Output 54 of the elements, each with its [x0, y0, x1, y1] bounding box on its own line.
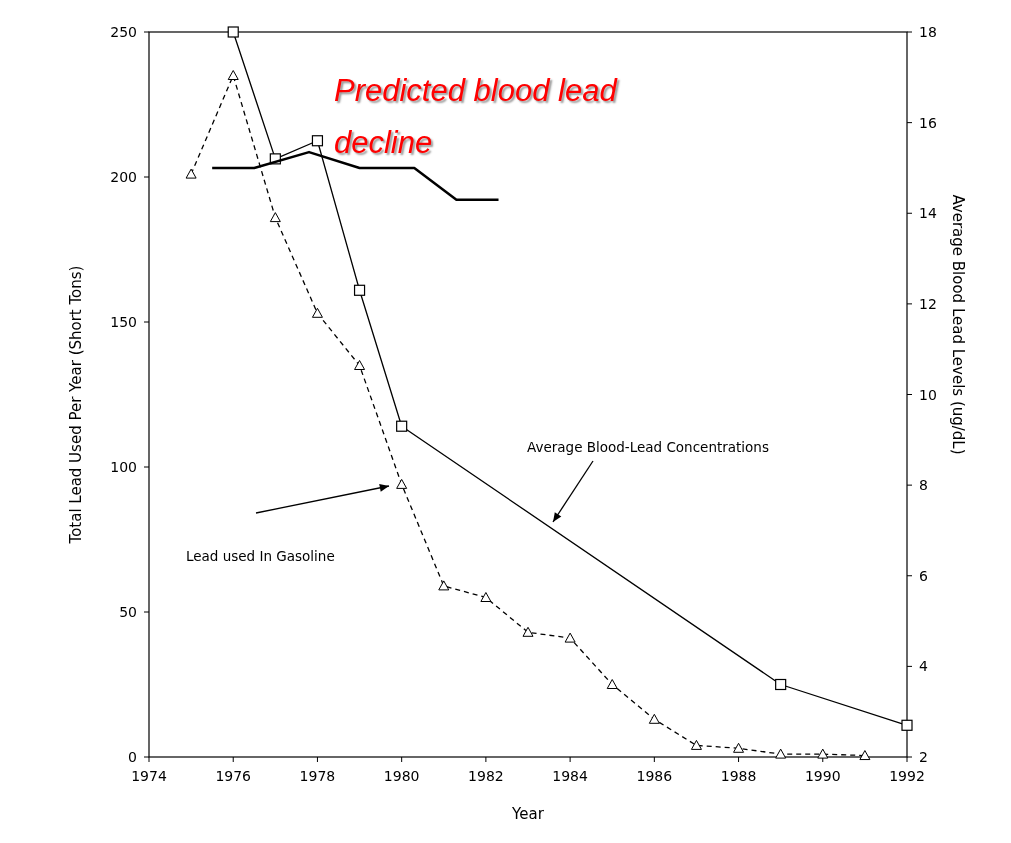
x-tick-label: 1988 — [720, 768, 757, 784]
point — [817, 748, 829, 759]
x-axis-title: Year — [511, 805, 545, 823]
point — [311, 135, 324, 147]
y2-tick-label: 12 — [919, 295, 937, 312]
point — [901, 719, 913, 731]
point — [690, 739, 702, 750]
x-tick-label: 1980 — [383, 768, 420, 784]
x-tick-label: 1990 — [804, 768, 841, 784]
x-tick-label: 1976 — [215, 768, 252, 784]
point — [227, 70, 239, 80]
y-tick-label: 250 — [110, 24, 137, 40]
point — [564, 632, 576, 643]
y2-tick-label: 10 — [919, 386, 937, 403]
y2-axis-title: Average Blood Lead Levels (ug/dL) — [949, 194, 967, 455]
point — [733, 742, 745, 753]
point — [859, 750, 871, 761]
y-tick-label: 200 — [110, 169, 137, 185]
x-tick-label: 1974 — [131, 768, 167, 784]
point — [311, 307, 323, 318]
y-tick-label: 150 — [110, 314, 137, 330]
point — [480, 592, 492, 602]
y2-tick-label: 6 — [919, 567, 928, 584]
x-tick-label: 1992 — [889, 768, 925, 784]
point — [438, 580, 450, 591]
y2-tick-label: 16 — [919, 114, 937, 131]
point — [606, 679, 618, 689]
point — [269, 212, 281, 223]
point — [775, 678, 787, 691]
point — [648, 713, 660, 724]
point — [185, 168, 197, 179]
x-tick-label: 1986 — [636, 768, 673, 784]
y-axis-title: Total Lead Used Per Year (Short Tons) — [67, 265, 85, 545]
y-tick-label: 100 — [110, 459, 137, 475]
y2-tick-label: 2 — [919, 749, 928, 765]
annotation: Predicted blood lead decline — [334, 73, 619, 160]
point — [396, 478, 408, 489]
point — [775, 748, 787, 759]
point — [353, 284, 366, 296]
annotation: Lead used In Gasoline — [186, 548, 335, 564]
y2-tick-label: 18 — [919, 24, 937, 40]
point — [396, 420, 408, 432]
y2-tick-label: 14 — [919, 205, 937, 222]
x-tick-label: 1982 — [468, 768, 504, 784]
y-tick-label: 0 — [128, 749, 137, 765]
y2-tick-label: 8 — [919, 477, 928, 494]
x-tick-label: 1984 — [552, 768, 589, 784]
point — [227, 26, 239, 38]
annotation: Average Blood-Lead Concentrations — [527, 439, 769, 455]
y2-tick-label: 4 — [919, 658, 928, 675]
point — [354, 360, 366, 370]
y-tick-label: 50 — [119, 604, 137, 620]
point — [522, 626, 534, 637]
x-tick-label: 1978 — [299, 768, 336, 784]
